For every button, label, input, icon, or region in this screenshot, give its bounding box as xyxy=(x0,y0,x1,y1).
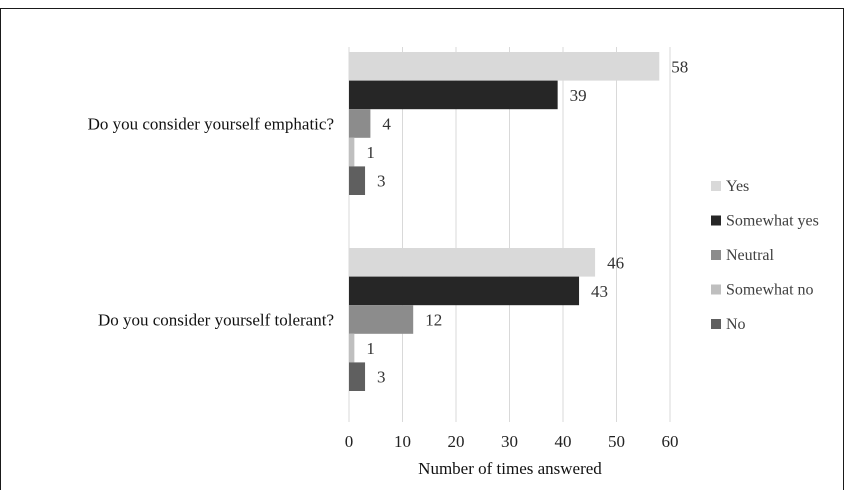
bar-no xyxy=(349,362,366,391)
bar-yes xyxy=(349,248,596,277)
legend-swatch xyxy=(711,250,721,260)
data-label: 46 xyxy=(607,253,624,272)
data-label: 12 xyxy=(425,311,442,330)
bar-yes xyxy=(349,52,660,81)
x-tick-label: 10 xyxy=(394,432,411,451)
legend-swatch xyxy=(711,284,721,295)
bar-somewhat-yes xyxy=(349,276,580,306)
legend-entry: Neutral xyxy=(726,247,775,264)
bar-neutral xyxy=(349,305,414,334)
x-tick-label: 40 xyxy=(555,432,572,451)
category-label: Do you consider yourself tolerant? xyxy=(98,311,334,330)
category-label: Do you consider yourself emphatic? xyxy=(88,115,334,134)
bars xyxy=(349,52,660,391)
bar-neutral xyxy=(349,109,371,138)
legend-entry: No xyxy=(726,316,746,333)
data-label: 4 xyxy=(382,115,391,134)
category-labels: Do you consider yourself emphatic? Do you… xyxy=(88,115,334,330)
legend-entry: Somewhat no xyxy=(726,282,814,299)
data-label: 43 xyxy=(591,282,608,301)
x-tick-label: 50 xyxy=(608,432,625,451)
x-tick-label: 20 xyxy=(448,432,465,451)
data-label: 58 xyxy=(671,57,688,76)
x-tick-label: 30 xyxy=(501,432,518,451)
bar-no xyxy=(349,166,366,195)
legend: Yes Somewhat yes Neutral Somewhat no No xyxy=(711,178,819,333)
legend-entry: Somewhat yes xyxy=(726,213,819,230)
data-label: 1 xyxy=(366,143,375,162)
legend-swatch xyxy=(711,319,721,329)
x-tick-label: 60 xyxy=(662,432,679,451)
data-label: 3 xyxy=(377,368,386,387)
data-label: 3 xyxy=(377,172,386,191)
bar-somewhat-yes xyxy=(349,80,558,110)
bar-somewhat-no xyxy=(349,333,355,363)
legend-swatch xyxy=(711,215,721,226)
data-label: 1 xyxy=(366,339,375,358)
x-tick-label: 0 xyxy=(345,432,354,451)
x-axis-title: Number of times answered xyxy=(418,459,602,478)
bar-somewhat-no xyxy=(349,137,355,167)
legend-entry: Yes xyxy=(726,178,749,195)
data-label: 39 xyxy=(570,86,587,105)
legend-swatch xyxy=(711,181,721,191)
x-axis-ticks: 0 10 20 30 40 50 60 xyxy=(345,432,679,451)
